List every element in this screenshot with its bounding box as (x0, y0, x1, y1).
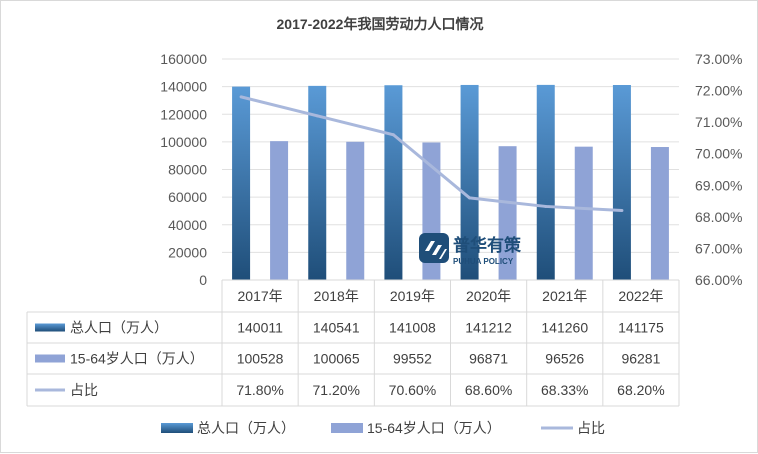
right-axis-tick-label: 67.00% (695, 240, 742, 256)
line-ratio-point (239, 95, 243, 99)
data-label: 140541 (313, 320, 360, 336)
left-axis-tick-label: 100000 (160, 134, 207, 150)
category-label: 2017年 (238, 288, 283, 304)
bar-total-population (308, 85, 327, 280)
category-label: 2022年 (618, 288, 663, 304)
data-label: 100528 (237, 351, 284, 367)
left-axis-tick-label: 160000 (160, 51, 207, 67)
data-label: 96281 (621, 351, 660, 367)
table-series-key (35, 354, 65, 363)
left-axis-tick-label: 40000 (168, 217, 207, 233)
category-label: 2021年 (542, 288, 587, 304)
right-axis-tick-label: 72.00% (695, 83, 742, 99)
bar-total-population (536, 84, 555, 280)
left-axis-tick-label: 20000 (168, 244, 207, 260)
legend-swatch (161, 423, 193, 433)
category-label: 2018年 (314, 288, 359, 304)
table-series-name: 总人口（万人） (70, 320, 168, 336)
data-label: 141008 (389, 320, 436, 336)
watermark-cn-text: 普华有策 (453, 235, 522, 255)
data-label: 100065 (313, 351, 360, 367)
data-label: 71.20% (313, 382, 360, 398)
category-label: 2020年 (466, 288, 511, 304)
right-axis-tick-label: 71.00% (695, 114, 742, 130)
left-axis-tick-label: 0 (199, 272, 207, 288)
left-axis-tick-label: 120000 (160, 106, 207, 122)
watermark-logo-icon (419, 233, 449, 263)
data-label: 96871 (469, 351, 508, 367)
right-axis-ticks: 66.00% 67.00% 68.00% 69.00% 70.00% 71.00% 72.0… (695, 51, 742, 288)
line-ratio-point (544, 204, 548, 208)
data-label: 141260 (541, 320, 588, 336)
data-label: 68.33% (541, 382, 588, 398)
grid-lines (222, 58, 679, 253)
bar-working-age-population (498, 146, 517, 280)
category-label: 2019年 (390, 288, 435, 304)
line-ratio-point (468, 196, 472, 200)
bar-total-population (612, 85, 631, 280)
table-series-name: 占比 (70, 382, 98, 398)
legend-label: 占比 (577, 420, 605, 436)
right-axis-tick-label: 69.00% (695, 177, 742, 193)
watermark-logo-stripes (425, 241, 447, 259)
chart-title: 2017-2022年我国劳动力人口情况 (277, 16, 484, 32)
data-label: 141175 (618, 320, 664, 336)
bar-working-age-population (270, 141, 289, 280)
right-axis-tick-label: 70.00% (695, 146, 742, 162)
left-axis-tick-label: 60000 (168, 189, 207, 205)
data-label: 71.80% (236, 382, 283, 398)
bar-working-age-population (574, 146, 593, 280)
line-ratio (240, 95, 622, 213)
data-label: 140011 (237, 320, 283, 336)
line-ratio-point (620, 209, 624, 213)
bar-total-population (232, 86, 251, 281)
data-label: 68.60% (465, 382, 512, 398)
legend-swatch (331, 423, 363, 433)
legend: 总人口（万人） 15-64岁人口（万人） 占比 (161, 420, 605, 436)
table-series-key (35, 323, 65, 332)
line-series (239, 95, 624, 213)
right-axis-tick-label: 66.00% (695, 272, 742, 288)
data-label: 68.20% (617, 382, 664, 398)
data-label: 70.60% (389, 382, 436, 398)
left-axis-tick-label: 140000 (160, 79, 207, 95)
data-label: 99552 (393, 351, 432, 367)
watermark-en-text: PUHUA POLICY (453, 257, 514, 266)
left-axis-ticks: 0 20000 40000 60000 80000 100000 120000 140000 1… (160, 51, 207, 288)
data-label: 141212 (465, 320, 512, 336)
data-label: 96526 (545, 351, 584, 367)
line-ratio-point (391, 133, 395, 137)
bar-total-population (384, 85, 403, 280)
line-ratio-point (315, 114, 319, 118)
right-axis-tick-label: 68.00% (695, 209, 742, 225)
legend-label: 总人口（万人） (197, 420, 295, 436)
bar-working-age-population (650, 147, 669, 280)
legend-label: 15-64岁人口（万人） (367, 420, 501, 436)
watermark: 普华有策 PUHUA POLICY (419, 233, 522, 266)
table-series-name: 15-64岁人口（万人） (70, 351, 204, 367)
bar-working-age-population (346, 141, 365, 280)
bar-total-population (460, 84, 479, 280)
left-axis-tick-label: 80000 (168, 162, 207, 178)
right-axis-tick-label: 73.00% (695, 51, 742, 67)
